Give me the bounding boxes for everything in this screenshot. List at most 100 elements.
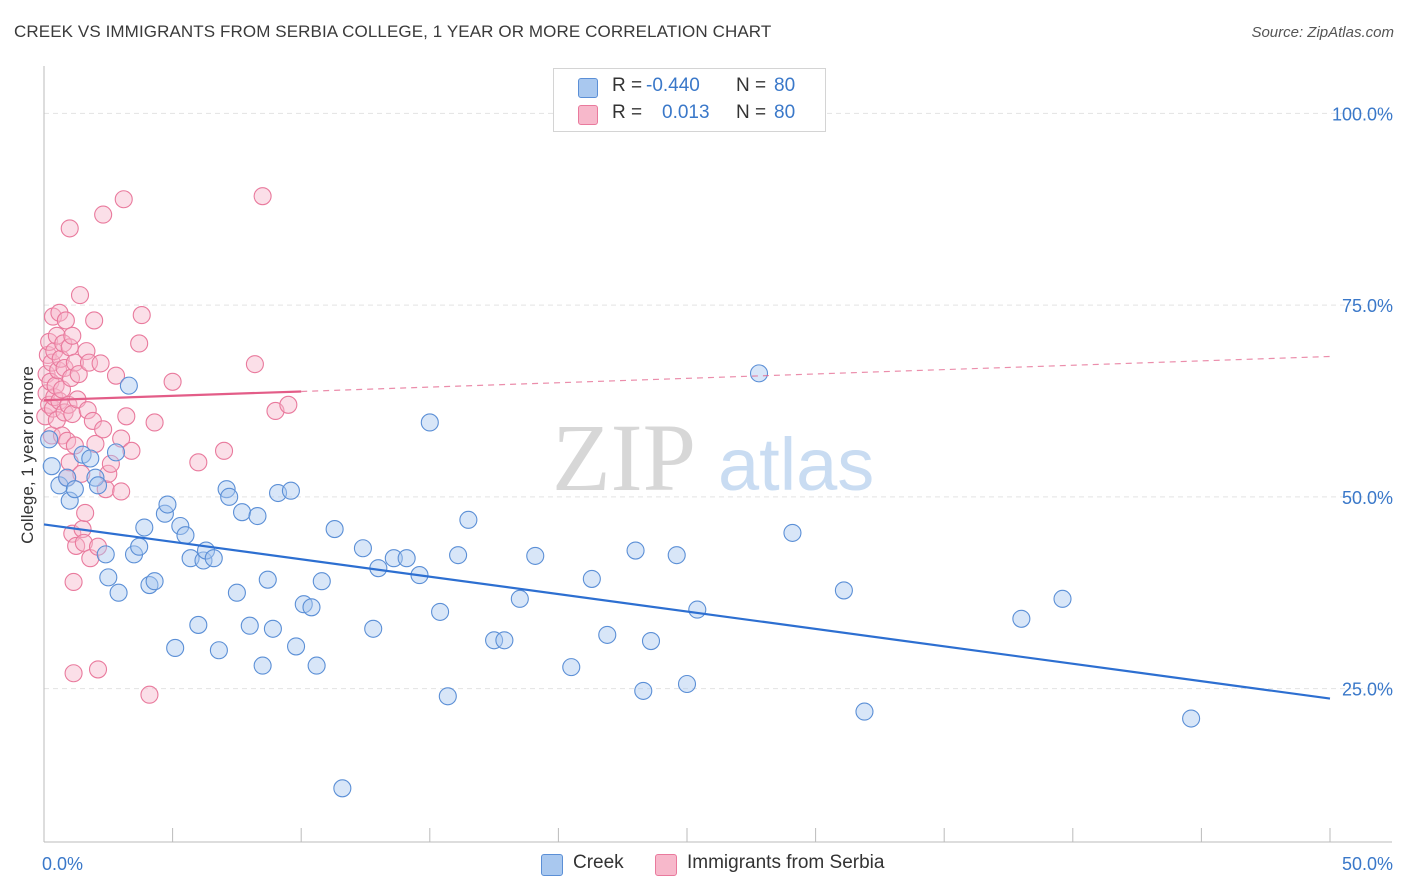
legend-r-value: 0.013 <box>662 102 710 123</box>
data-point <box>106 443 126 462</box>
data-point <box>677 674 697 694</box>
data-point <box>69 365 88 384</box>
data-point <box>641 631 661 651</box>
data-point <box>325 520 344 539</box>
data-point <box>485 631 504 650</box>
data-point <box>60 219 79 238</box>
data-point <box>158 495 177 514</box>
data-point <box>171 516 190 536</box>
data-point <box>50 303 69 322</box>
data-point <box>47 326 66 345</box>
data-point <box>65 480 84 499</box>
bottom-legend-swatch-blue <box>541 854 563 876</box>
data-point <box>130 334 149 353</box>
data-point <box>626 541 645 560</box>
data-point <box>214 441 234 460</box>
data-point <box>72 464 91 483</box>
data-point <box>248 506 267 526</box>
legend-n-label: N = <box>736 75 767 96</box>
data-point <box>688 600 707 619</box>
data-point <box>176 526 195 545</box>
data-point <box>397 549 416 568</box>
watermark-zip: ZIP <box>552 404 696 511</box>
data-point <box>189 615 208 634</box>
trendline-serbia-solid <box>43 390 302 402</box>
bottom-legend-label: Creek <box>573 852 624 873</box>
data-point <box>204 549 223 568</box>
legend-r-value: -0.440 <box>646 75 700 96</box>
bottom-legend-swatch-pink <box>655 854 677 876</box>
data-point <box>253 656 272 675</box>
data-point <box>96 545 115 564</box>
data-point <box>189 453 208 472</box>
bottom-legend-label: Immigrants from Serbia <box>687 852 885 873</box>
data-point <box>117 407 136 426</box>
data-point <box>783 523 802 542</box>
data-point <box>65 353 84 372</box>
data-point <box>114 190 133 209</box>
data-point <box>112 429 131 448</box>
legend-n-value: 80 <box>774 102 796 123</box>
legend-r-label: R = <box>612 102 643 123</box>
data-point <box>60 491 79 510</box>
legend-swatch-blue <box>578 78 598 98</box>
data-point <box>56 311 75 330</box>
data-point <box>88 660 108 679</box>
data-point <box>667 546 686 565</box>
data-point <box>65 436 84 455</box>
source-label: Source: ZipAtlas.com <box>1251 24 1394 41</box>
data-point <box>64 664 83 683</box>
data-point <box>449 546 468 565</box>
data-point <box>302 598 321 617</box>
data-point <box>312 572 331 591</box>
y-tick-label: 100.0% <box>1332 104 1393 124</box>
data-point <box>1182 709 1201 728</box>
data-point <box>258 570 277 589</box>
legend-n-label: N = <box>736 102 767 123</box>
data-point <box>70 286 90 305</box>
data-point <box>36 407 55 426</box>
data-point <box>42 457 61 476</box>
data-point <box>209 641 228 660</box>
data-point <box>1053 589 1072 608</box>
data-point <box>333 779 352 798</box>
data-point <box>112 482 131 501</box>
data-point <box>94 420 113 439</box>
x-tick-label: 0.0% <box>42 854 83 874</box>
data-point <box>40 430 59 449</box>
data-point <box>106 366 126 385</box>
trendline-creek <box>43 523 1331 700</box>
axes <box>43 66 1392 843</box>
data-point <box>81 449 100 468</box>
data-point <box>145 572 164 591</box>
data-point <box>855 702 874 721</box>
data-point <box>253 187 272 206</box>
data-point <box>163 372 182 391</box>
data-point <box>1012 609 1031 628</box>
data-point <box>364 619 383 638</box>
data-point <box>240 616 259 635</box>
data-point <box>85 311 104 330</box>
tick-labels: 100.0% 75.0% 50.0% 25.0% 0.0% 50.0% <box>42 104 1393 874</box>
data-point <box>279 395 298 414</box>
data-point <box>99 568 118 587</box>
data-point <box>634 681 653 700</box>
trendlines <box>43 355 1331 700</box>
data-point <box>353 539 372 558</box>
data-point <box>145 413 164 432</box>
trendline-serbia-dashed <box>301 355 1331 393</box>
grid-lines <box>44 112 1392 690</box>
data-point <box>78 401 97 420</box>
data-point <box>438 687 457 706</box>
data-point <box>64 572 83 592</box>
watermark-atlas: atlas <box>718 423 874 506</box>
data-point <box>101 454 120 473</box>
blue-point-group <box>40 364 1201 798</box>
data-point <box>63 326 82 345</box>
data-point <box>287 637 306 656</box>
data-point <box>109 583 128 602</box>
y-tick-label: 25.0% <box>1342 680 1393 700</box>
data-point <box>562 658 581 677</box>
data-point <box>232 503 252 522</box>
